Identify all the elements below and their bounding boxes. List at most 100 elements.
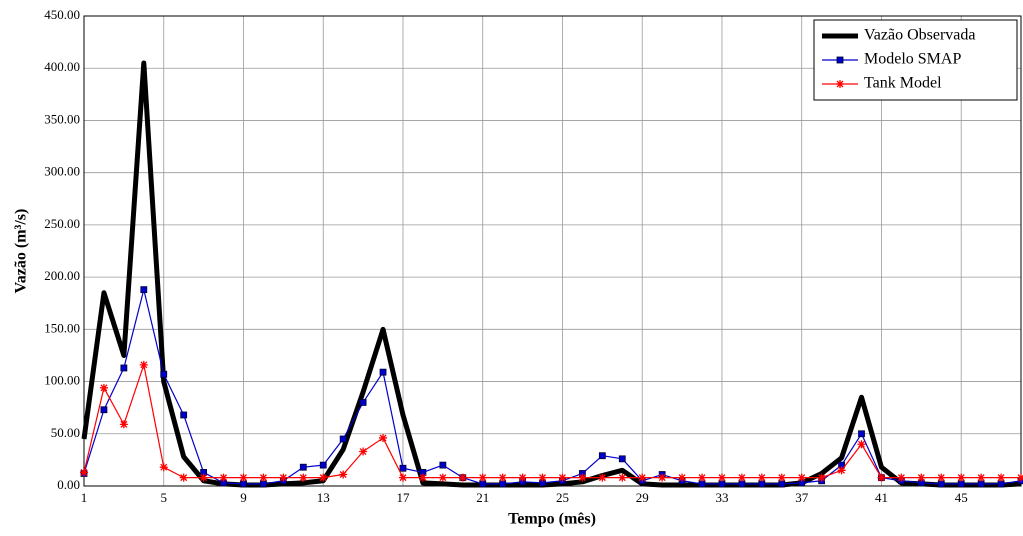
x-tick-label: 5: [160, 490, 167, 505]
marker: [758, 480, 766, 488]
marker: [240, 480, 247, 488]
marker: [260, 480, 267, 488]
marker: [458, 473, 467, 482]
marker: [618, 473, 627, 482]
marker: [917, 473, 926, 482]
x-tick-label: 45: [955, 490, 968, 505]
marker: [219, 473, 228, 482]
marker: [299, 463, 307, 471]
x-tick-label: 21: [476, 490, 489, 505]
marker: [100, 406, 108, 414]
marker: [797, 473, 806, 482]
x-tick-label: 25: [556, 490, 569, 505]
marker: [698, 480, 706, 488]
series-line: [81, 60, 1022, 488]
marker: [977, 473, 986, 482]
marker: [199, 473, 208, 482]
marker: [737, 473, 746, 482]
marker: [319, 473, 328, 482]
marker: [777, 473, 786, 482]
marker: [139, 360, 148, 369]
marker: [279, 473, 288, 482]
marker: [478, 473, 487, 482]
marker: [119, 420, 128, 429]
y-tick-label: 400.00: [44, 59, 80, 74]
marker: [1017, 473, 1023, 482]
x-tick-label: 33: [715, 490, 728, 505]
marker: [140, 286, 148, 294]
marker: [379, 433, 388, 442]
marker: [120, 364, 128, 372]
marker: [598, 473, 607, 482]
x-tick-label: 13: [317, 490, 330, 505]
legend-label: Modelo SMAP: [864, 51, 961, 68]
marker: [259, 473, 268, 482]
marker: [359, 399, 367, 406]
y-tick-label: 50.00: [51, 425, 80, 440]
marker: [479, 480, 487, 488]
marker: [717, 473, 726, 482]
marker: [937, 480, 945, 488]
marker: [80, 468, 88, 477]
marker: [778, 480, 786, 488]
marker: [438, 473, 447, 482]
marker: [877, 473, 886, 482]
marker: [379, 368, 387, 376]
marker: [618, 455, 626, 463]
y-axis-label: Vazão (m³/s): [13, 209, 30, 294]
marker: [179, 473, 188, 482]
y-tick-label: 250.00: [44, 216, 80, 231]
marker: [957, 473, 966, 482]
marker: [837, 466, 846, 475]
marker: [817, 473, 826, 482]
y-tick-label: 300.00: [44, 164, 80, 179]
x-tick-label: 37: [795, 490, 809, 505]
marker: [180, 411, 188, 419]
marker: [638, 473, 647, 482]
y-tick-label: 450.00: [44, 7, 80, 22]
legend-label: Vazão Observada: [864, 27, 976, 44]
marker: [897, 473, 906, 482]
marker: [99, 383, 108, 392]
marker: [418, 473, 427, 482]
marker: [957, 480, 965, 488]
marker: [398, 473, 407, 482]
marker: [399, 464, 407, 472]
legend-label: Tank Model: [864, 75, 942, 92]
marker: [498, 473, 507, 482]
marker: [339, 470, 348, 479]
marker: [738, 480, 746, 488]
x-tick-label: 1: [81, 490, 88, 505]
marker: [937, 473, 946, 482]
y-tick-label: 100.00: [44, 373, 80, 388]
x-tick-label: 29: [636, 490, 649, 505]
marker: [836, 56, 844, 64]
marker: [499, 480, 507, 488]
y-tick-label: 0.00: [57, 477, 80, 492]
marker: [439, 461, 447, 469]
x-tick-label: 17: [396, 490, 410, 505]
marker: [857, 440, 866, 449]
marker: [578, 473, 587, 482]
marker: [858, 430, 865, 438]
marker: [718, 480, 726, 488]
marker: [598, 452, 606, 460]
marker: [558, 473, 567, 482]
marker: [698, 473, 707, 482]
x-tick-label: 41: [875, 490, 888, 505]
marker: [359, 447, 368, 456]
x-axis-label: Tempo (mês): [508, 511, 596, 528]
marker: [239, 473, 248, 482]
marker: [299, 473, 308, 482]
y-tick-label: 150.00: [44, 320, 80, 335]
marker: [339, 435, 347, 443]
marker: [997, 473, 1006, 482]
marker: [977, 480, 985, 488]
marker: [836, 80, 844, 88]
marker: [160, 370, 168, 378]
marker: [997, 480, 1005, 488]
marker: [538, 473, 547, 482]
marker: [658, 473, 667, 482]
y-tick-label: 200.00: [44, 268, 80, 283]
